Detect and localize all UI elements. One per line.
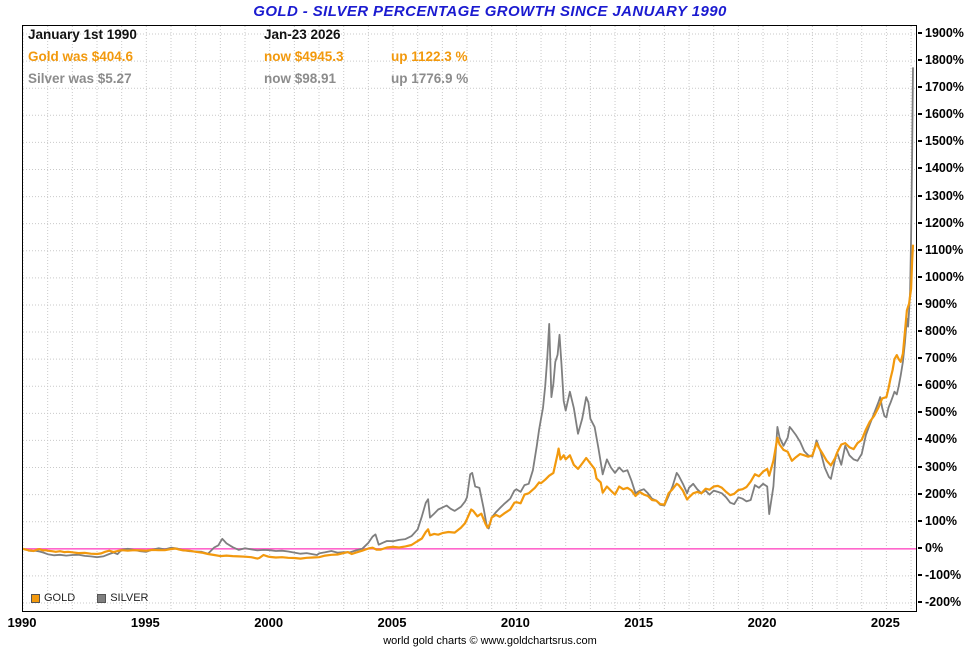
- gold-series-line: [23, 244, 915, 560]
- y-axis-label: 1000%: [918, 269, 964, 285]
- y-axis-label: 1200%: [918, 215, 964, 231]
- annotation-silver-up: up 1776.9 %: [391, 71, 469, 86]
- y-axis-label: 500%: [918, 404, 957, 420]
- y-axis-label: 1600%: [918, 106, 964, 122]
- y-axis-label: 100%: [918, 513, 957, 529]
- x-axis-label: 2005: [377, 615, 407, 630]
- y-axis-label: 700%: [918, 350, 957, 366]
- y-axis-label: 1100%: [918, 242, 963, 258]
- y-axis-label: 1500%: [918, 133, 964, 149]
- y-axis-label: 1400%: [918, 160, 964, 176]
- y-axis-label: 1800%: [918, 52, 964, 68]
- plot-area: [22, 25, 917, 612]
- y-axis-label: -100%: [918, 567, 961, 583]
- annotation-silver-start: Silver was $5.27: [28, 71, 132, 86]
- y-axis-label: -200%: [918, 594, 961, 610]
- x-axis-label: 2015: [624, 615, 654, 630]
- annotation-silver-now: now $98.91: [264, 71, 337, 86]
- silver-swatch-icon: [97, 593, 107, 603]
- gold-swatch-icon: [31, 593, 40, 603]
- y-axis-label: 900%: [918, 296, 957, 312]
- x-axis-label: 2010: [500, 615, 530, 630]
- footer-credit: world gold charts © www.goldchartsrus.co…: [383, 635, 597, 647]
- legend-silver-label: SILVER: [110, 592, 149, 604]
- silver-series-line: [23, 67, 914, 559]
- annotation-start-date: January 1st 1990: [28, 27, 137, 42]
- y-axis-label: 600%: [918, 377, 957, 393]
- annotation-gold-now: now $4945.3: [264, 49, 344, 64]
- x-axis-label: 2025: [870, 615, 900, 630]
- x-axis-label: 1990: [7, 615, 37, 630]
- y-axis-label: 1700%: [918, 79, 964, 95]
- y-axis-label: 400%: [918, 431, 957, 447]
- legend-item-gold: GOLD: [31, 592, 75, 604]
- x-axis-label: 1995: [130, 615, 160, 630]
- annotation-now-date: Jan-23 2026: [264, 27, 341, 42]
- x-axis-label: 2020: [747, 615, 777, 630]
- y-axis-label: 200%: [918, 486, 957, 502]
- y-axis-label: 0%: [918, 540, 943, 556]
- chart-title: GOLD - SILVER PERCENTAGE GROWTH SINCE JA…: [253, 3, 727, 20]
- legend: GOLD SILVER: [31, 592, 149, 604]
- y-axis-label: 1900%: [918, 25, 964, 41]
- y-axis-label: 300%: [918, 459, 957, 475]
- chart-canvas: [23, 26, 916, 611]
- legend-item-silver: SILVER: [97, 592, 149, 604]
- annotation-gold-start: Gold was $404.6: [28, 49, 134, 64]
- annotation-gold-up: up 1122.3 %: [391, 49, 468, 64]
- legend-gold-label: GOLD: [44, 592, 76, 604]
- y-axis-label: 800%: [918, 323, 957, 339]
- x-axis-label: 2000: [254, 615, 284, 630]
- y-axis-label: 1300%: [918, 188, 964, 204]
